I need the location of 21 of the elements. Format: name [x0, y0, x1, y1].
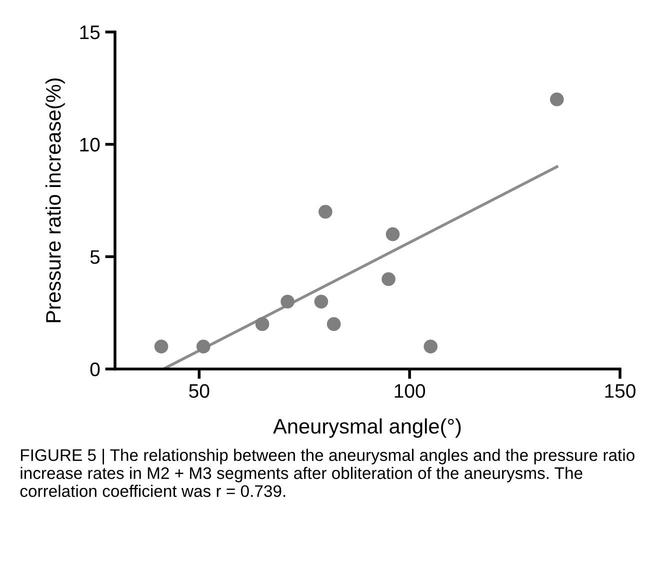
y-axis-title: Pressure ratio increase(%)	[45, 78, 65, 322]
y-tick-label: 15	[80, 26, 100, 40]
point	[326, 317, 341, 331]
point	[382, 272, 396, 286]
point	[318, 204, 332, 219]
point	[154, 340, 168, 354]
point	[280, 294, 294, 309]
point	[314, 294, 328, 309]
point	[424, 340, 438, 354]
point	[550, 92, 564, 106]
x-tick-label: 150	[605, 384, 636, 398]
y-tick-label: 10	[80, 138, 100, 152]
x-tick-label: 50	[189, 384, 210, 398]
y-tick-label: 0	[90, 362, 100, 376]
point	[196, 340, 210, 354]
caption: FIGURE 5 | The relationship between the aneurysmal angles and the pressure ratio increase rates in M2 + M3 segments after obliteration of the aneurysms. The correlation coefficient was r = 0.739.	[20, 448, 634, 498]
point	[255, 317, 270, 331]
x-tick-label: 100	[394, 384, 426, 398]
x-axis-title: Aneurysmal angle(°)	[273, 418, 461, 438]
y-tick-label: 5	[90, 250, 100, 264]
point	[386, 227, 400, 242]
